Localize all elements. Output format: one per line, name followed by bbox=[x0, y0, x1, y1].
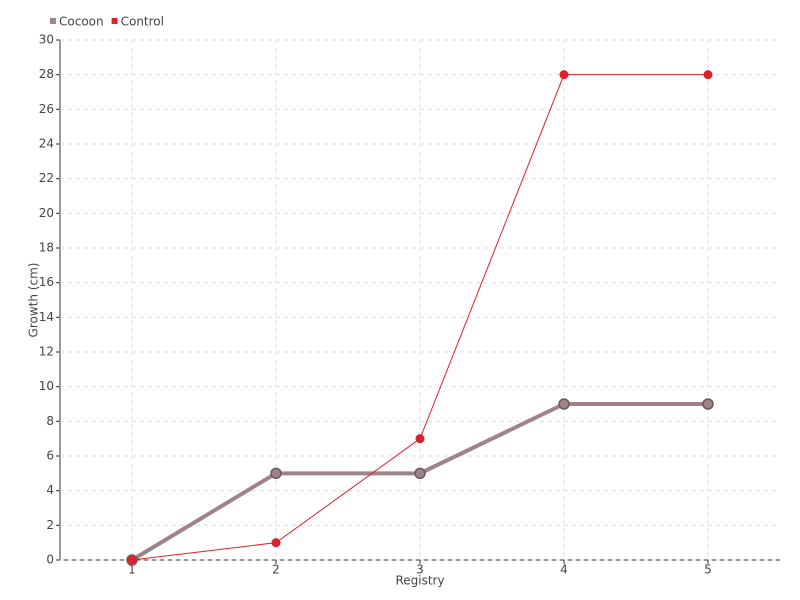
y-tick-label: 10 bbox=[39, 379, 54, 393]
x-tick-label: 2 bbox=[272, 563, 280, 577]
y-tick-label: 22 bbox=[39, 171, 54, 185]
y-axis-label: Growth (cm) bbox=[27, 263, 41, 338]
legend-label: Control bbox=[121, 15, 164, 29]
y-tick-label: 2 bbox=[46, 518, 54, 532]
y-tick-label: 28 bbox=[39, 67, 54, 81]
y-tick-label: 30 bbox=[39, 33, 54, 47]
y-tick-label: 12 bbox=[39, 345, 54, 359]
y-tick-label: 0 bbox=[46, 553, 54, 567]
y-tick-label: 24 bbox=[39, 137, 54, 151]
data-point bbox=[127, 555, 137, 565]
data-point bbox=[270, 467, 282, 480]
y-tick-label: 14 bbox=[39, 310, 54, 324]
data-point bbox=[559, 70, 569, 80]
data-point bbox=[415, 434, 425, 444]
y-tick-label: 6 bbox=[46, 449, 54, 463]
y-tick-label: 16 bbox=[39, 275, 54, 289]
x-tick-label: 1 bbox=[128, 563, 136, 577]
x-tick-label: 4 bbox=[560, 563, 568, 577]
data-point bbox=[558, 398, 570, 410]
legend-swatch bbox=[111, 18, 118, 24]
x-axis-label: Registry bbox=[395, 574, 444, 588]
legend-swatch bbox=[50, 18, 56, 24]
y-tick-label: 18 bbox=[39, 241, 54, 255]
y-tick-label: 4 bbox=[46, 483, 54, 497]
legend-label: Cocoon bbox=[59, 15, 104, 29]
data-point bbox=[414, 467, 426, 480]
x-tick-label: 3 bbox=[416, 563, 424, 577]
y-tick-label: 26 bbox=[39, 102, 54, 116]
data-point bbox=[702, 398, 714, 410]
data-point bbox=[703, 70, 713, 80]
data-point bbox=[271, 538, 281, 548]
y-tick-label: 8 bbox=[46, 414, 54, 428]
x-tick-label: 5 bbox=[704, 563, 712, 577]
y-tick-label: 20 bbox=[39, 206, 54, 220]
